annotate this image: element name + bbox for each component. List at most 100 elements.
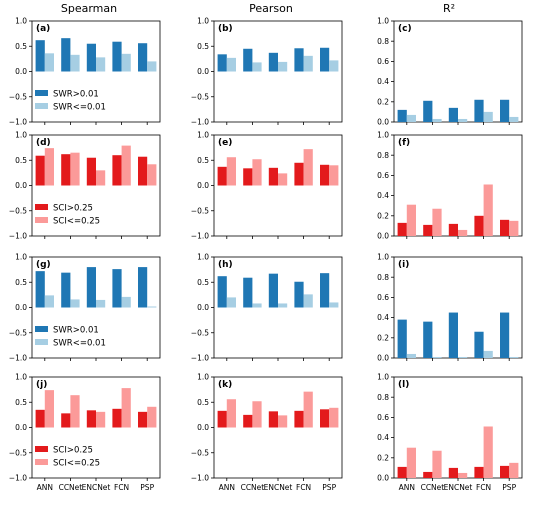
bar-ann-low <box>406 204 416 236</box>
panels-layer: 1.0 0.5 0.0 −0.5 −1.0 (a) SWR>0.01 SWR<=0.01 1.0… <box>9 17 523 492</box>
panel-i: 1.0 0.8 0.6 0.4 0.2 0.0 (i) <box>377 253 523 363</box>
y-tick-label: 0.4 <box>377 313 389 322</box>
bar-encnet-low <box>278 173 288 186</box>
bar-ccnet-high <box>423 471 433 478</box>
bar-encnet-high <box>448 107 458 122</box>
bar-psp-low <box>147 61 157 72</box>
bar-encnet-high <box>86 267 96 308</box>
bar-fcn-low <box>121 296 131 308</box>
x-tick-label: ENCNet <box>444 483 473 492</box>
panel-label: (j) <box>36 380 47 390</box>
bar-encnet-low <box>278 61 288 72</box>
y-tick-label: −0.5 <box>191 448 209 457</box>
y-tick-label: 1.0 <box>15 131 27 140</box>
bar-ann-low <box>44 295 54 308</box>
bar-psp-low <box>329 407 339 428</box>
bar-psp-high <box>500 465 510 478</box>
bar-ann-high <box>35 40 45 72</box>
bar-psp-low <box>509 220 519 236</box>
y-tick-label: −1.0 <box>191 118 209 127</box>
y-tick-label: 0.5 <box>197 156 209 165</box>
y-tick-label: 1.0 <box>197 373 209 382</box>
legend-swatch <box>35 103 48 109</box>
bar-ccnet-high <box>243 277 253 308</box>
bar-psp-low <box>509 356 519 358</box>
bar-encnet-low <box>458 229 468 236</box>
panel-b: 1.0 0.5 0.0 −0.5 −1.0 (b) <box>191 17 343 127</box>
bar-ann-high <box>397 109 407 122</box>
x-tick-label: CCNet <box>241 483 265 492</box>
bar-ccnet-high <box>243 414 253 428</box>
legend-swatch <box>35 339 48 345</box>
bar-ann-low <box>226 297 236 308</box>
bar-fcn-high <box>112 155 122 186</box>
y-tick-label: 0.0 <box>15 423 27 432</box>
bar-fcn-low <box>121 53 131 72</box>
bar-ccnet-low <box>252 159 262 186</box>
y-tick-label: −0.5 <box>9 448 27 457</box>
bar-psp-high <box>138 156 148 186</box>
bar-psp-low <box>509 116 519 122</box>
y-tick-label: −0.5 <box>9 92 27 101</box>
bar-fcn-high <box>474 331 484 358</box>
bar-ccnet-high <box>61 38 71 72</box>
legend-label: SWR<=0.01 <box>53 103 106 113</box>
bar-encnet-low <box>96 411 106 428</box>
y-tick-label: 0.2 <box>377 453 389 462</box>
legend-swatch <box>35 204 48 210</box>
panel-label: (d) <box>36 138 51 148</box>
y-tick-label: 1.0 <box>377 253 389 262</box>
panel-h: 1.0 0.5 0.0 −0.5 −1.0 (h) <box>191 253 343 363</box>
bar-fcn-low <box>483 184 493 236</box>
bar-fcn-low <box>121 145 131 186</box>
bar-ann-high <box>397 319 407 358</box>
bar-ccnet-high <box>243 48 253 72</box>
bar-ann-high <box>35 271 45 308</box>
bar-encnet-high <box>448 312 458 358</box>
panel-label: (f) <box>398 138 410 148</box>
legend-label: SWR>0.01 <box>53 90 99 100</box>
panel-label: (a) <box>36 24 50 34</box>
bar-psp-high <box>320 273 330 308</box>
bar-fcn-high <box>112 408 122 428</box>
x-tick-label: ENCNet <box>82 483 111 492</box>
bar-encnet-low <box>96 299 106 308</box>
legend-label: SWR>0.01 <box>53 326 99 336</box>
bar-encnet-low <box>458 356 468 358</box>
y-tick-label: −1.0 <box>9 118 27 127</box>
bar-ccnet-low <box>252 401 262 428</box>
bar-ann-low <box>406 353 416 358</box>
bar-encnet-low <box>96 57 106 72</box>
bar-ccnet-low <box>252 62 262 72</box>
bar-ccnet-high <box>423 321 433 358</box>
x-tick-label: PSP <box>502 483 516 492</box>
bar-encnet-high <box>86 43 96 72</box>
y-tick-label: −0.5 <box>9 206 27 215</box>
bar-psp-high <box>138 267 148 308</box>
x-tick-label: CCNet <box>59 483 83 492</box>
bar-fcn-low <box>303 294 313 308</box>
bar-psp-low <box>509 462 519 478</box>
legend-swatch <box>35 90 48 96</box>
y-tick-label: 0.6 <box>377 57 389 66</box>
bar-fcn-high <box>294 410 304 428</box>
bar-psp-high <box>500 99 510 122</box>
y-tick-label: 0.6 <box>377 293 389 302</box>
bar-fcn-high <box>294 162 304 186</box>
y-tick-label: 0.2 <box>377 333 389 342</box>
y-tick-label: 0.0 <box>377 232 389 241</box>
panel-k: 1.0 0.5 0.0 −0.5 −1.0 ANN CCNet ENCNet FCN PSP (k) <box>191 373 343 492</box>
y-tick-label: 1.0 <box>377 131 389 140</box>
y-tick-label: 0.5 <box>15 42 27 51</box>
bar-ann-low <box>44 148 54 186</box>
bar-encnet-high <box>86 157 96 186</box>
panel-g: 1.0 0.5 0.0 −0.5 −1.0 (g) SWR>0.01 SWR<=0.01 <box>9 253 161 363</box>
bar-psp-high <box>320 47 330 72</box>
y-tick-label: 0.8 <box>377 151 389 160</box>
bar-ccnet-high <box>61 272 71 308</box>
bar-ccnet-low <box>252 303 262 308</box>
bar-ccnet-low <box>70 54 80 72</box>
bar-encnet-high <box>268 273 278 308</box>
